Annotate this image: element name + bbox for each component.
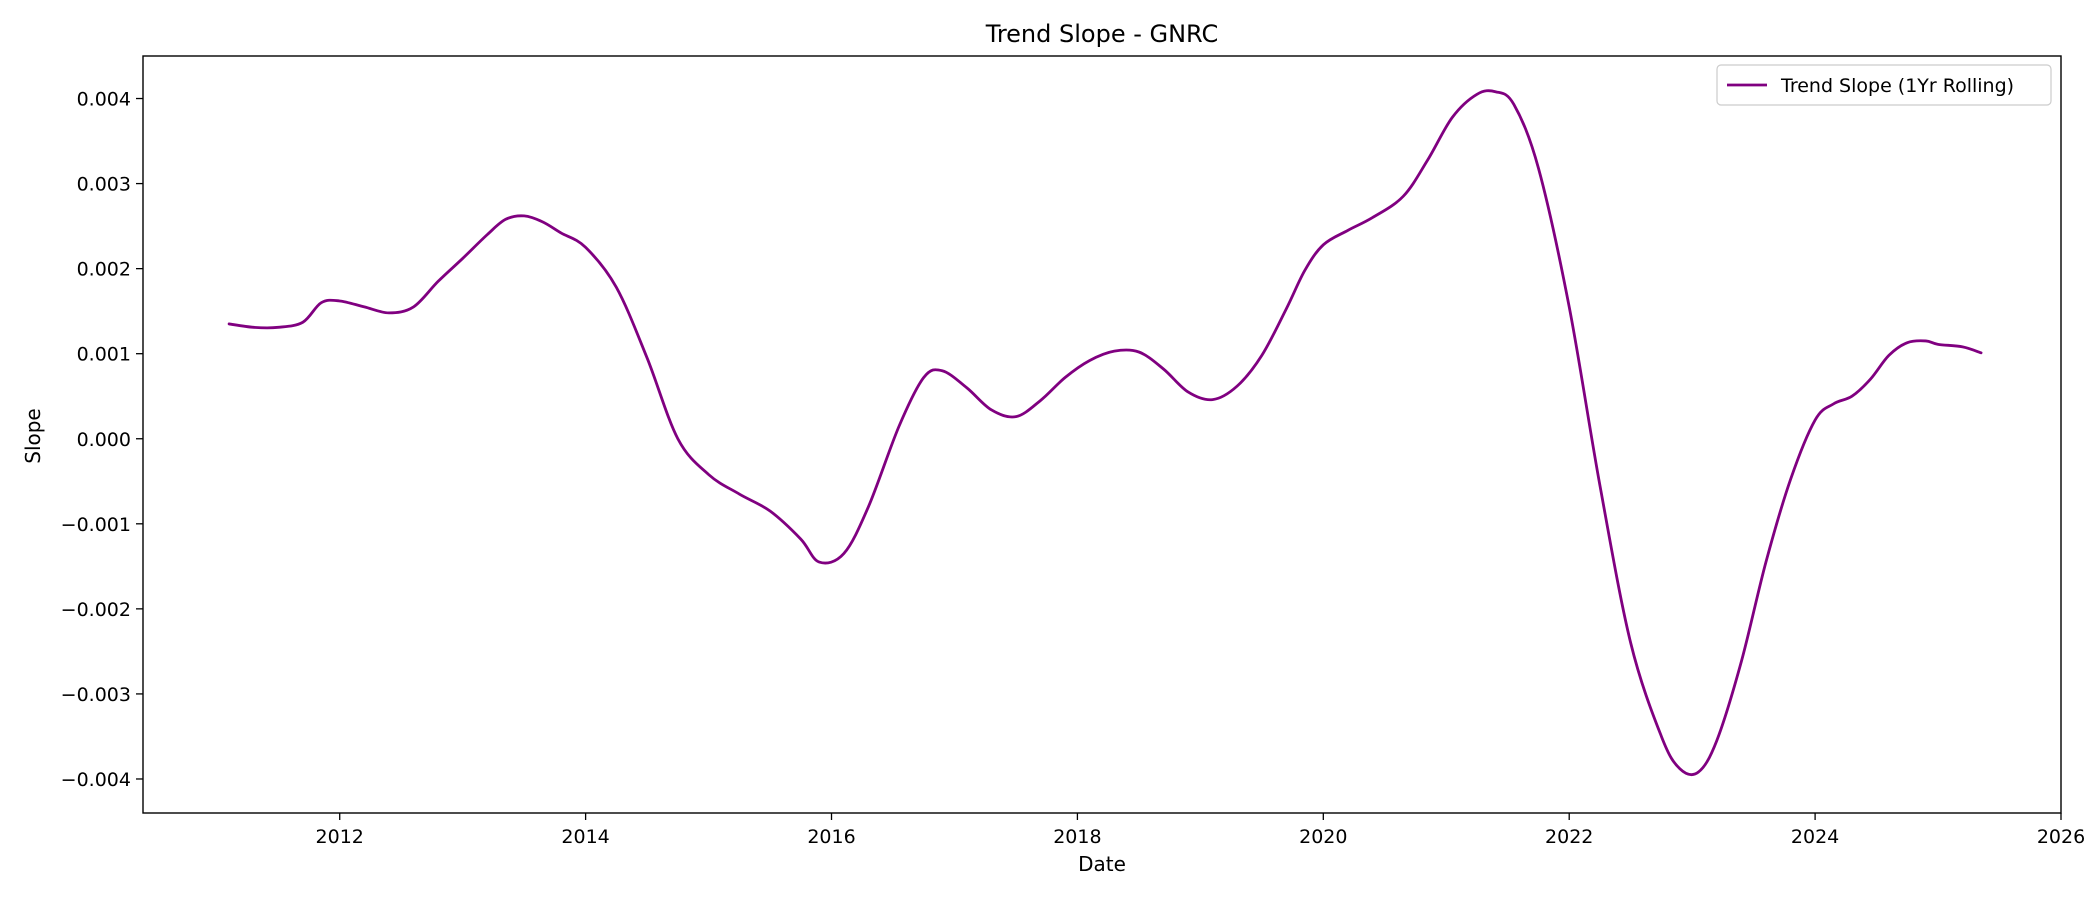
chart-title: Trend Slope - GNRC xyxy=(985,20,1219,48)
y-tick-label: 0.000 xyxy=(77,429,131,451)
x-tick-label: 2022 xyxy=(1545,826,1593,848)
series-layer xyxy=(227,89,1983,777)
series-line-0 xyxy=(227,89,1983,777)
x-axis: 2012 2014 2016 2018 2020 2022 2024 2026 xyxy=(316,813,2085,848)
x-axis-label: Date xyxy=(1078,852,1126,876)
y-tick-label: −0.003 xyxy=(61,684,131,706)
y-tick-label: −0.004 xyxy=(61,769,131,791)
y-tick-label: 0.004 xyxy=(77,89,131,111)
y-axis: −0.004 −0.003 −0.002 −0.001 0.000 0.001 0.002 0… xyxy=(61,89,143,791)
x-tick-label: 2018 xyxy=(1053,826,1101,848)
y-tick-label: 0.001 xyxy=(77,344,131,366)
legend-box xyxy=(1716,64,2052,106)
x-tick-label: 2012 xyxy=(316,826,364,848)
legend: Trend Slope (1Yr Rolling) xyxy=(1716,64,2052,106)
plot-area xyxy=(142,55,2062,814)
x-tick-label: 2014 xyxy=(561,826,609,848)
y-tick-label: 0.002 xyxy=(77,259,131,281)
x-tick-label: 2020 xyxy=(1299,826,1347,848)
legend-label: Trend Slope (1Yr Rolling) xyxy=(1780,75,2014,97)
plot-frame xyxy=(142,55,2062,814)
y-tick-label: −0.001 xyxy=(61,514,131,536)
y-tick-label: −0.002 xyxy=(61,599,131,621)
x-tick-label: 2024 xyxy=(1791,826,1839,848)
x-tick-label: 2016 xyxy=(807,826,855,848)
y-axis-label: Slope xyxy=(21,408,45,464)
x-tick-label: 2026 xyxy=(2037,826,2085,848)
y-tick-label: 0.003 xyxy=(77,174,131,196)
